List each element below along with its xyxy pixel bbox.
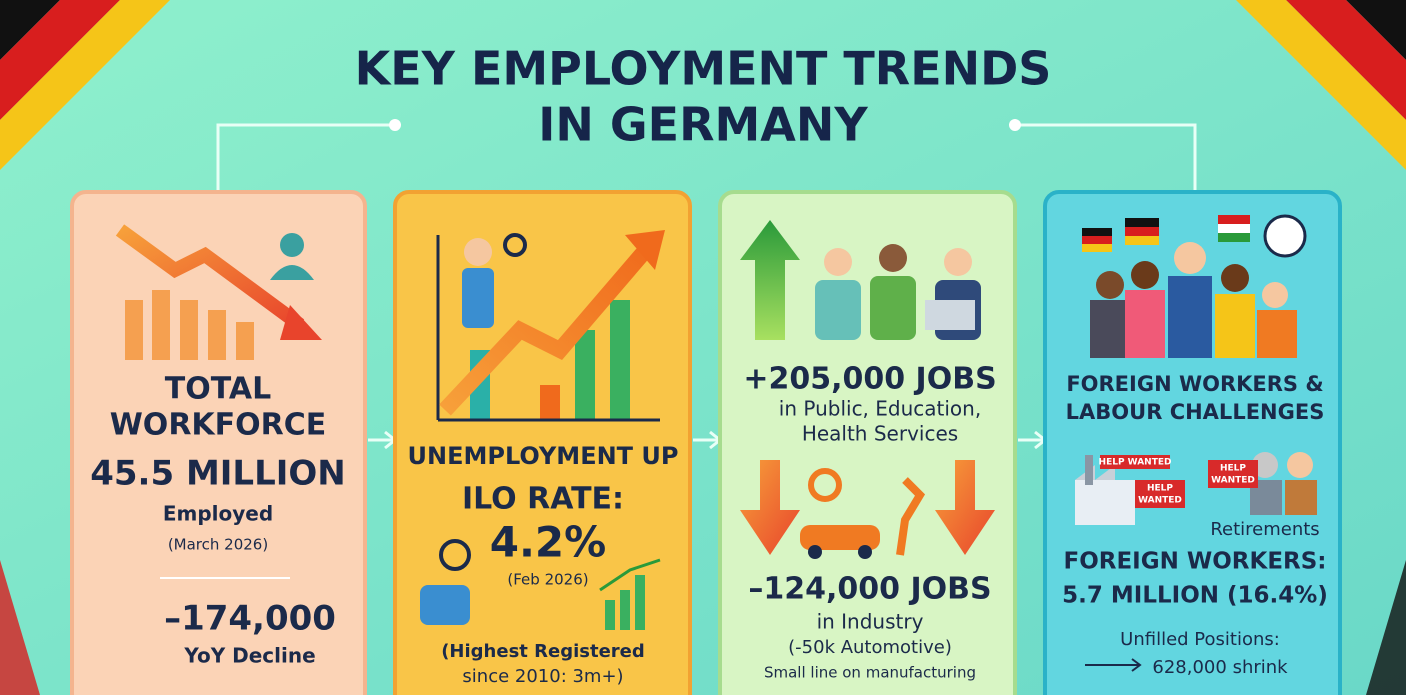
- rate-figure: 4.2%: [490, 518, 606, 567]
- title-line: IN GERMANY: [538, 98, 868, 152]
- rate-date: (Feb 2026): [507, 571, 588, 589]
- unfilled-figure: 628,000 shrink: [1152, 657, 1288, 678]
- key-figure: 5.7 MILLION (16.4%): [1062, 583, 1328, 609]
- change-figure: –174,000: [164, 599, 336, 639]
- retirements-label: Retirements: [1210, 519, 1319, 540]
- workers-illustration: [1075, 214, 1317, 525]
- card-heading: TOTAL: [165, 372, 271, 407]
- sign-text: WANTED: [1211, 476, 1255, 486]
- figure-label: FOREIGN WORKERS:: [1063, 549, 1326, 575]
- card-heading: LABOUR CHALLENGES: [1066, 400, 1325, 424]
- note-line: (Highest Registered: [441, 641, 645, 662]
- rising-chart-icon: [436, 230, 665, 422]
- loss-detail: (-50k Automotive): [788, 637, 952, 658]
- flag-corner-right: [1236, 0, 1406, 695]
- declining-chart-icon: [115, 224, 322, 360]
- loss-detail: in Industry: [817, 610, 924, 634]
- sign-text: HELP WANTED: [1099, 458, 1172, 468]
- analyst-icon: [420, 539, 661, 630]
- change-label: YoY Decline: [183, 644, 315, 668]
- card-heading: FOREIGN WORKERS &: [1066, 372, 1323, 396]
- gain-detail: in Public, Education,: [779, 397, 981, 421]
- card-heading: WORKFORCE: [110, 408, 327, 443]
- note-line: since 2010: 3m+): [462, 666, 623, 687]
- flag-corner-left: [0, 0, 170, 695]
- sign-text: HELP: [1147, 484, 1173, 494]
- arrow: [1085, 658, 1142, 672]
- figure-label: Employed: [163, 502, 273, 526]
- sign-text: HELP: [1220, 464, 1246, 474]
- loss-figure: –124,000 JOBS: [748, 572, 991, 607]
- rate-label: ILO RATE:: [462, 482, 624, 517]
- gain-detail: Health Services: [802, 422, 958, 446]
- jobs-illustration: [740, 220, 995, 559]
- figure-date: (March 2026): [168, 536, 268, 554]
- node-dot: [389, 119, 401, 131]
- gain-figure: +205,000 JOBS: [743, 362, 996, 397]
- card-heading: UNEMPLOYMENT UP: [408, 442, 679, 470]
- node-dot: [1009, 119, 1021, 131]
- loss-detail: Small line on manufacturing: [764, 664, 976, 682]
- key-figure: 45.5 MILLION: [90, 454, 346, 494]
- title-line: KEY EMPLOYMENT TRENDS: [355, 42, 1052, 96]
- sign-text: WANTED: [1138, 496, 1182, 506]
- unfilled-label: Unfilled Positions:: [1120, 629, 1280, 650]
